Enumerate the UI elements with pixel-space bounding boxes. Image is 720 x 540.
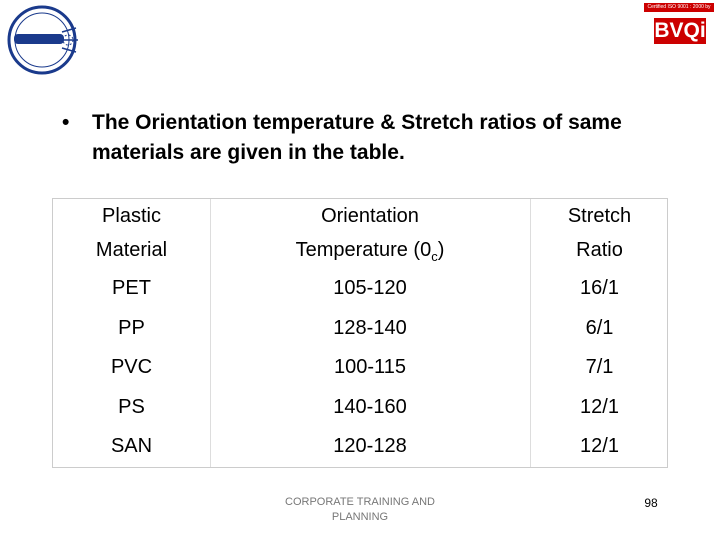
- column-divider: [530, 199, 531, 467]
- header-line: Stretch: [567, 205, 632, 227]
- footer-line: PLANNING: [331, 511, 389, 523]
- header-line: Orientation: [321, 205, 419, 227]
- header-subscript: c: [431, 249, 438, 264]
- header-cell: Stretch Ratio: [530, 199, 669, 267]
- table-cell: 16/1: [580, 277, 619, 299]
- table-cell: PP: [118, 316, 145, 339]
- logo-right: Certified ISO 9001 : 2000 by BVQi: [644, 3, 714, 53]
- footer: CORPORATE TRAINING AND PLANNING: [250, 495, 470, 525]
- table: Plastic Material Orientation Temperature…: [52, 198, 668, 468]
- header-cell: Plastic Material: [53, 199, 210, 267]
- header-line: Ratio: [576, 239, 623, 261]
- header-line: Material: [95, 239, 168, 261]
- table-cell: 6/1: [585, 316, 614, 339]
- column-divider: [210, 199, 211, 467]
- table-cell: 128-140: [333, 316, 407, 339]
- table-cell: PVC: [110, 356, 153, 379]
- header-line: Temperature (0c): [210, 233, 530, 274]
- footer-line: CORPORATE TRAINING AND: [285, 496, 435, 508]
- table-cell: 7/1: [585, 356, 614, 379]
- bullet-text: The Orientation temperature & Stretch ra…: [60, 108, 650, 168]
- header-line: Plastic: [102, 205, 161, 227]
- table-cell: 12/1: [580, 395, 619, 418]
- header-cell: Orientation Temperature (0c): [210, 199, 530, 274]
- table-cell: SAN: [110, 435, 153, 458]
- table-cell: PS: [118, 395, 145, 418]
- page-number: 98: [644, 496, 658, 510]
- header-text: Temperature (0: [295, 239, 432, 261]
- table-cell: 140-160: [333, 395, 407, 418]
- logo-caption: Certified ISO 9001 : 2000 by: [644, 3, 714, 12]
- table-cell: 120-128: [333, 435, 407, 458]
- table-cell: PET: [112, 277, 151, 299]
- logo-name: BVQi: [654, 18, 706, 44]
- table-cell: 105-120: [333, 277, 407, 299]
- logo-left: [7, 5, 78, 75]
- table-cell: 100-115: [334, 356, 406, 379]
- header-text: ): [437, 239, 445, 261]
- table-cell: 12/1: [580, 435, 619, 458]
